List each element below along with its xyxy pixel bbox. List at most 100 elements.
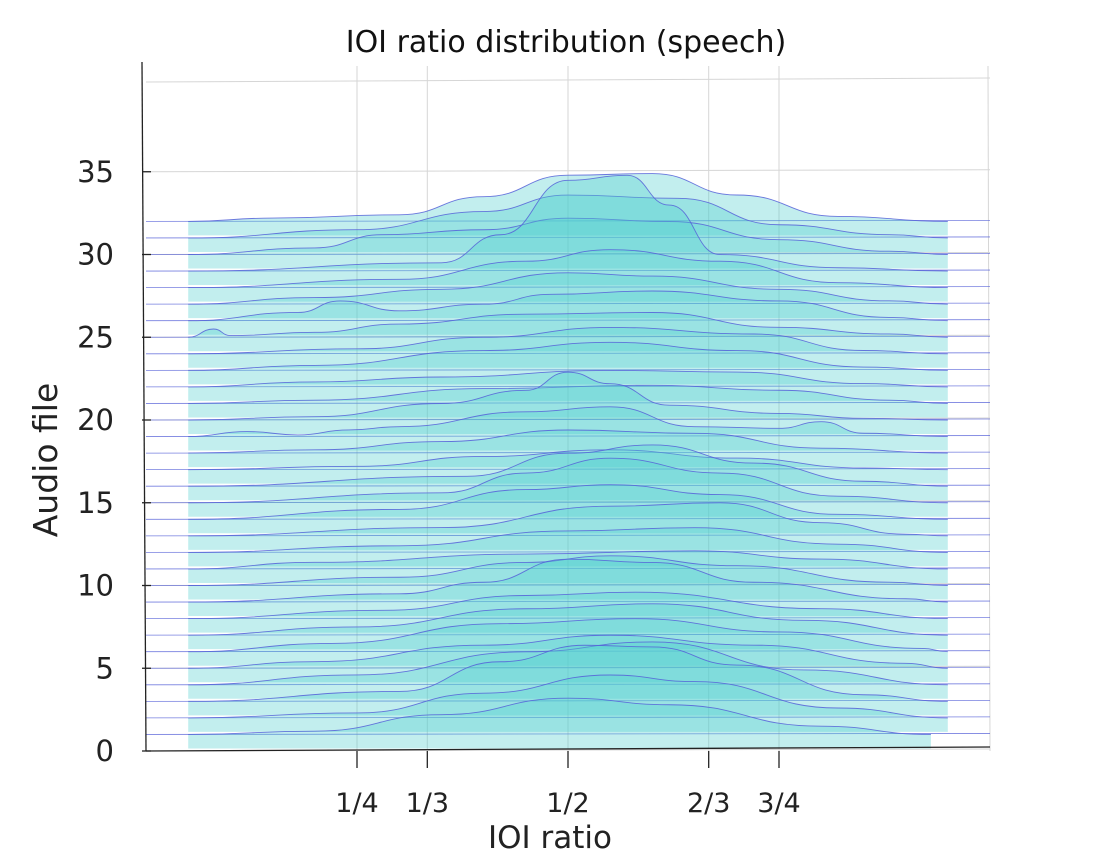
- ridge-baseline: [145, 402, 991, 404]
- right-gridline: [987, 65, 991, 752]
- ridge-area: [188, 218, 948, 269]
- ridge-area: [188, 592, 948, 633]
- ridge-baseline: [145, 617, 991, 619]
- ridge-line: [188, 326, 948, 355]
- y-tick-label: 20: [77, 403, 114, 437]
- y-tick-label: 30: [77, 238, 114, 272]
- ridge-baseline: [145, 534, 991, 537]
- ridge-area: [188, 327, 948, 368]
- ridge-baseline: [145, 435, 991, 437]
- ridge-area: [188, 555, 948, 600]
- x-tick-label: 1/4: [335, 788, 378, 819]
- ridge-area: [188, 635, 948, 683]
- ridge-line: [188, 290, 948, 322]
- ridge-line: [188, 555, 948, 586]
- ridges: [145, 173, 991, 749]
- chart-title: IOI ratio distribution (speech): [346, 25, 787, 60]
- ridge-line: [188, 558, 948, 603]
- y-tick-label: 35: [77, 155, 114, 189]
- ridge-line: [188, 369, 948, 388]
- ridge-baseline: [145, 302, 991, 305]
- ridge-baseline: [145, 600, 991, 603]
- y-axis-line: [141, 61, 147, 752]
- ridge-area: [188, 527, 948, 567]
- x-tick-label: 3/4: [757, 788, 800, 819]
- y-axis-label: Audio file: [26, 383, 65, 538]
- ridge-line: [188, 674, 948, 719]
- ridge-area: [188, 342, 948, 385]
- ridge-baseline: [145, 699, 991, 702]
- ridge-line: [188, 603, 948, 636]
- ridge-line: [188, 406, 948, 437]
- ridge-baseline: [145, 352, 991, 355]
- ridge-area: [188, 272, 948, 319]
- ridge-baseline: [145, 551, 991, 553]
- ridge-area: [188, 698, 931, 749]
- ridge-line: [188, 312, 948, 338]
- ridge-area: [188, 675, 948, 732]
- ridge-baseline: [145, 666, 991, 669]
- ridge-baseline: [145, 253, 991, 255]
- ridge-line: [188, 618, 948, 653]
- ridge-line: [188, 217, 948, 255]
- ridge-area: [188, 484, 948, 534]
- ridge-area: [188, 559, 948, 617]
- ridge-area: [188, 370, 948, 401]
- ridge-area: [188, 444, 948, 501]
- ridge-area: [188, 195, 948, 252]
- x-tick-label: 1/2: [546, 788, 589, 819]
- y-tick-label: 15: [77, 486, 114, 520]
- ridge-baseline: [145, 468, 991, 471]
- ridge-baseline: [145, 501, 991, 504]
- ridge-line: [188, 272, 948, 305]
- ridge-area: [188, 430, 948, 468]
- x-ticks: 1/4 1/3 1/2 2/3 3/4: [335, 751, 801, 819]
- ridge-baseline: [145, 683, 991, 686]
- ridge-area: [188, 406, 948, 451]
- ridge-area: [188, 291, 948, 335]
- ridge-baseline: [145, 484, 991, 487]
- ridge-baseline: [145, 451, 991, 454]
- ridge-baseline: [145, 269, 991, 272]
- ridge-line: [188, 527, 948, 553]
- ridge-area: [188, 173, 948, 236]
- ridge-baseline: [145, 733, 991, 735]
- ridge-baseline: [145, 716, 991, 719]
- ridge-baseline: [145, 584, 991, 586]
- ridge-area: [188, 175, 948, 286]
- ridge-baseline: [145, 650, 991, 653]
- ridge-line: [188, 371, 948, 421]
- ridge-area: [188, 645, 948, 716]
- ridge-line: [188, 174, 948, 272]
- y-tick-label: 10: [77, 569, 114, 603]
- ridge-area: [188, 312, 948, 352]
- ridge-area: [188, 603, 948, 650]
- ridge-line: [188, 484, 948, 520]
- ridge-baseline: [145, 633, 991, 636]
- axes: [141, 61, 991, 752]
- x-axis-label: IOI ratio: [488, 820, 612, 856]
- y-tick-label: 25: [77, 320, 114, 354]
- y-gridline: [145, 169, 991, 173]
- ridge-baseline: [145, 517, 991, 520]
- ridge-line: [188, 591, 948, 620]
- ridge-line: [188, 502, 948, 537]
- ridge-line: [188, 634, 948, 669]
- ridge-baseline: [145, 385, 991, 388]
- ridge-baseline: [145, 219, 991, 222]
- ridge-line: [188, 457, 948, 504]
- ridge-baseline: [145, 319, 991, 322]
- ridge-area: [188, 372, 948, 434]
- ridge-area: [188, 449, 948, 484]
- ridge-area: [188, 618, 948, 666]
- ridge-line: [188, 384, 948, 404]
- ridge-line: [188, 644, 948, 702]
- ridge-area: [188, 385, 948, 418]
- x-axis-line: [145, 746, 991, 752]
- ridge-line: [188, 641, 948, 686]
- ridge-area: [188, 502, 948, 550]
- ridge-area: [188, 641, 948, 699]
- ridge-baseline: [145, 567, 991, 570]
- x-tick-label: 1/3: [406, 788, 449, 819]
